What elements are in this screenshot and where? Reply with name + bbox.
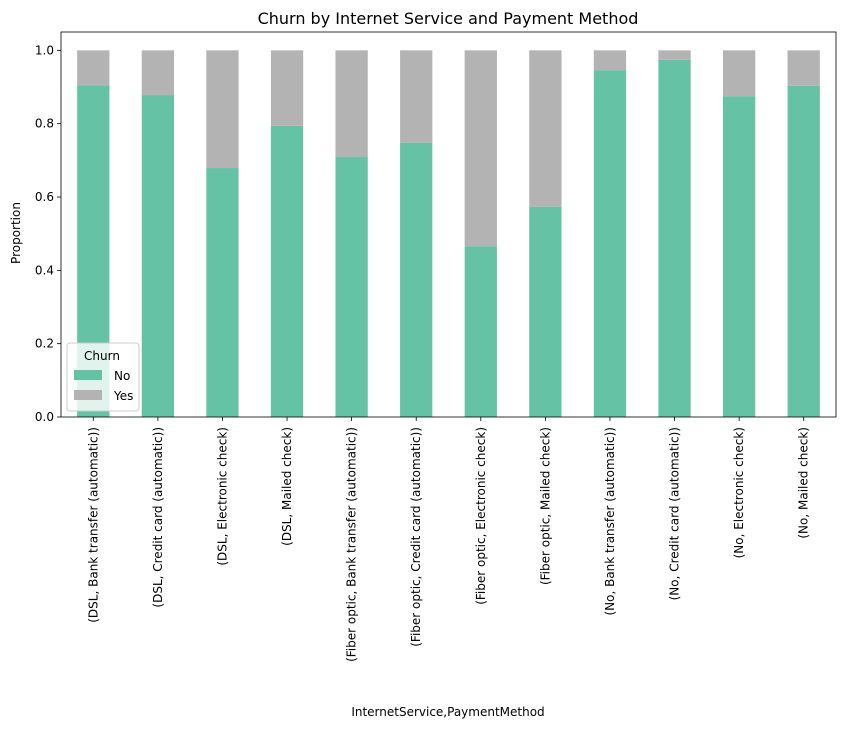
plot-frame — [60, 31, 837, 418]
x-tick-label: (No, Electronic check) — [732, 427, 746, 558]
x-tick-label: (Fiber optic, Bank transfer (automatic)) — [345, 427, 359, 662]
legend: Churn No Yes — [66, 342, 140, 412]
bar-yes-2 — [206, 50, 239, 169]
x-tick-label: (DSL, Bank transfer (automatic)) — [86, 427, 100, 623]
bar-yes-9 — [658, 50, 691, 60]
legend-title: Churn — [84, 349, 120, 363]
bar-no-10 — [722, 96, 756, 418]
legend-label-no: No — [114, 369, 130, 383]
x-tick-label: (Fiber optic, Electronic check) — [474, 427, 488, 605]
x-tick-label: (No, Credit card (automatic)) — [668, 427, 682, 600]
bar-no-3 — [270, 125, 304, 418]
bar-no-4 — [335, 157, 368, 417]
y-tick-label: 0.0 — [35, 410, 54, 424]
bar-yes-5 — [400, 50, 433, 143]
x-tick-label: (DSL, Credit card (automatic)) — [151, 427, 165, 608]
x-tick-label: (No, Mailed check) — [797, 427, 811, 539]
y-tick-label: 0.8 — [35, 117, 54, 131]
y-axis-label: Proportion — [9, 202, 23, 264]
x-axis-label: InternetService,PaymentMethod — [351, 705, 544, 719]
x-tick-label: (Fiber optic, Mailed check) — [538, 427, 552, 585]
bar-no-7 — [529, 206, 562, 417]
bar-yes-3 — [270, 50, 304, 126]
bar-yes-11 — [787, 50, 820, 86]
legend-label-yes: Yes — [113, 389, 133, 403]
bar-yes-10 — [722, 50, 756, 97]
legend-swatch-no — [74, 370, 102, 380]
bar-no-2 — [206, 168, 239, 417]
y-tick-label: 0.6 — [35, 190, 54, 204]
bar-no-1 — [141, 95, 175, 417]
bar-no-8 — [593, 70, 627, 417]
y-tick-label: 0.4 — [35, 263, 54, 277]
y-tick-label: 0.2 — [35, 337, 54, 351]
bar-yes-4 — [335, 50, 368, 158]
chart-title: Churn by Internet Service and Payment Me… — [258, 9, 639, 28]
bar-yes-6 — [464, 50, 497, 247]
x-tick-label: (DSL, Electronic check) — [215, 427, 229, 566]
x-tick-label: (DSL, Mailed check) — [280, 427, 294, 546]
bar-yes-1 — [141, 50, 175, 96]
bar-no-11 — [787, 85, 820, 418]
bar-yes-7 — [529, 50, 562, 207]
x-tick-label: (Fiber optic, Credit card (automatic)) — [409, 427, 423, 647]
axes-layer: 0.0 0.2 0.4 0.6 0.8 1.0 (DSL, Bank transfer (a… — [35, 31, 837, 662]
bar-no-9 — [658, 59, 691, 418]
bar-no-6 — [464, 246, 497, 417]
bar-no-5 — [400, 142, 433, 418]
bars-layer — [77, 50, 820, 418]
bar-yes-0 — [77, 50, 110, 86]
y-tick-label: 1.0 — [35, 43, 54, 57]
bar-yes-8 — [593, 50, 627, 71]
legend-swatch-yes — [74, 390, 102, 400]
x-tick-label: (No, Bank transfer (automatic)) — [603, 427, 617, 616]
